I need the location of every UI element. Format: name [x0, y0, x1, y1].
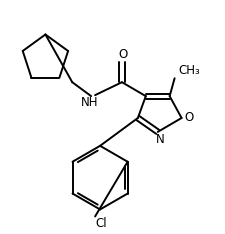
Text: CH₃: CH₃ [178, 64, 199, 77]
Text: NH: NH [80, 96, 97, 109]
Text: N: N [156, 133, 164, 146]
Text: O: O [183, 111, 192, 124]
Text: O: O [118, 48, 127, 61]
Text: Cl: Cl [95, 217, 106, 230]
